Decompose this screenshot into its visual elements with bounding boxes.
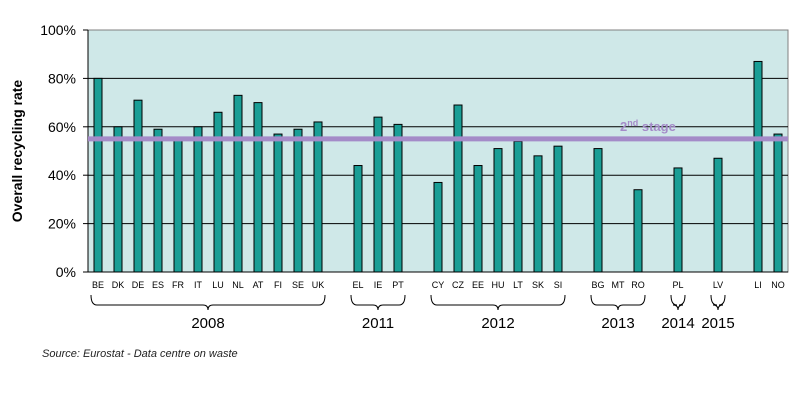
reference-line-label: 2nd stage (620, 118, 676, 134)
x-tick-label: SK (532, 280, 544, 290)
x-tick-label: SE (292, 280, 304, 290)
x-tick-label: MT (612, 280, 625, 290)
x-tick-label: LU (212, 280, 224, 290)
bar-es (153, 128, 163, 273)
group-bracket-2013 (590, 294, 646, 311)
group-label-2013: 2013 (601, 315, 634, 332)
y-tick-label: 0% (56, 264, 76, 280)
bar-si (553, 145, 563, 273)
y-tick-label: 80% (48, 70, 76, 86)
x-tick-label: CY (432, 280, 445, 290)
x-tick-label: PT (392, 280, 404, 290)
bar-cz (453, 104, 463, 273)
x-tick-label: IT (194, 280, 203, 290)
x-tick-label: BE (92, 280, 104, 290)
x-tick-label: PL (672, 280, 683, 290)
y-tick-label: 60% (48, 119, 76, 135)
x-tick-label: LI (754, 280, 762, 290)
bar-hu (493, 148, 503, 273)
x-tick-label: BG (591, 280, 604, 290)
bar-uk (313, 121, 323, 273)
bar-dk (113, 126, 123, 273)
bar-lu (213, 111, 223, 273)
bar-fi (273, 133, 283, 273)
bar-at (253, 102, 263, 273)
x-tick-label: FR (172, 280, 184, 290)
x-tick-label: CZ (452, 280, 464, 290)
bar-li (753, 60, 763, 273)
y-tick-label: 20% (48, 216, 76, 232)
x-tick-label: NO (771, 280, 785, 290)
bar-lv (713, 157, 723, 273)
group-label-2014: 2014 (661, 315, 694, 332)
group-label-2008: 2008 (191, 315, 224, 332)
bar-se (293, 128, 303, 273)
x-tick-label: HU (492, 280, 505, 290)
x-tick-label: DK (112, 280, 125, 290)
group-bracket-2014 (670, 294, 686, 311)
bar-ie (373, 116, 383, 273)
group-label-2011: 2011 (362, 315, 394, 332)
x-tick-label: EE (472, 280, 484, 290)
y-tick-label: 100% (40, 22, 76, 38)
bar-no (773, 133, 783, 273)
x-tick-label: EL (352, 280, 363, 290)
bar-el (353, 165, 363, 273)
group-bracket-2015 (710, 294, 726, 311)
bar-fr (173, 138, 183, 273)
x-tick-label: NL (232, 280, 244, 290)
bar-it (193, 126, 203, 273)
reference-label-sup: nd (627, 118, 638, 128)
bar-sk (533, 155, 543, 273)
x-tick-label: FI (274, 280, 282, 290)
bar-lt (513, 140, 523, 273)
bar-de (133, 99, 143, 273)
x-tick-label: SI (554, 280, 563, 290)
bar-pt (393, 123, 403, 273)
bar-ro (633, 189, 643, 273)
group-bracket-2012 (430, 294, 566, 311)
x-tick-label: AT (253, 280, 264, 290)
group-label-2012: 2012 (481, 315, 514, 332)
reference-label-rest: stage (638, 119, 676, 134)
x-tick-label: UK (312, 280, 325, 290)
bar-be (93, 77, 103, 273)
x-tick-label: DE (132, 280, 145, 290)
y-axis-title: Overall recycling rate (9, 80, 25, 223)
source-note: Source: Eurostat - Data centre on waste (42, 348, 238, 360)
x-tick-label: ES (152, 280, 164, 290)
bar-nl (233, 94, 243, 273)
x-tick-label: LT (513, 280, 523, 290)
bar-pl (673, 167, 683, 273)
x-tick-label: RO (631, 280, 645, 290)
bar-cy (433, 181, 443, 273)
x-tick-label: IE (374, 280, 383, 290)
bar-ee (473, 165, 483, 273)
reference-label-main: 2 (620, 119, 627, 134)
x-tick-label: LV (713, 280, 723, 290)
y-tick-label: 40% (48, 167, 76, 183)
group-label-2015: 2015 (701, 315, 734, 332)
group-bracket-2011 (350, 294, 406, 311)
group-bracket-2008 (90, 294, 326, 311)
bar-bg (593, 148, 603, 273)
